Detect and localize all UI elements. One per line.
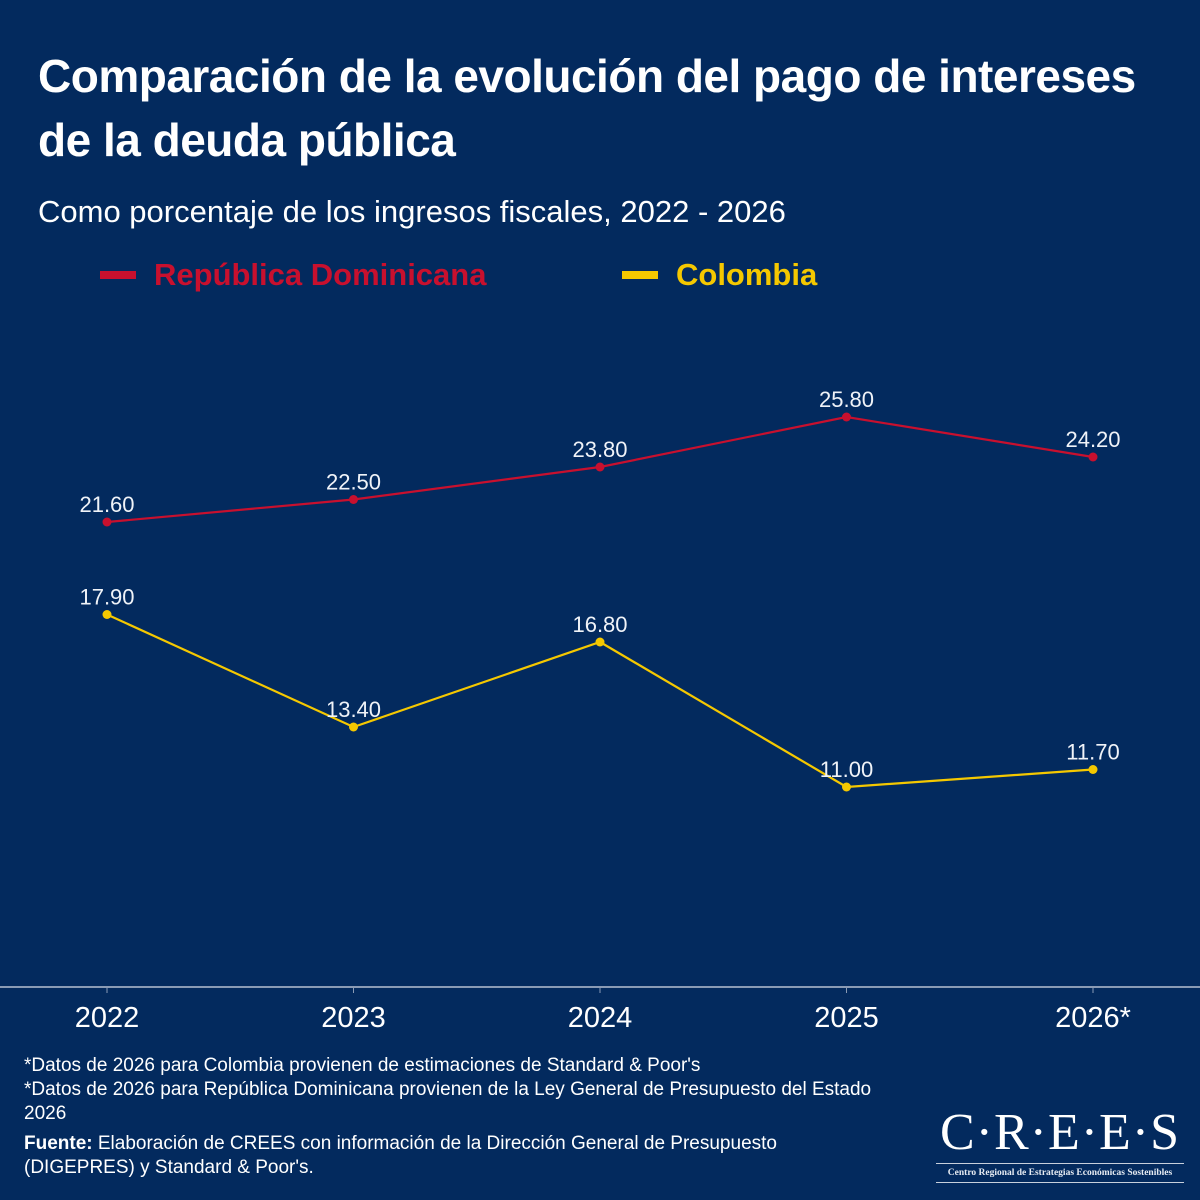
legend-swatch-colombia <box>622 270 658 279</box>
data-point-republica-dominicana <box>842 412 851 422</box>
x-tick-label: 2024 <box>568 1002 633 1034</box>
legend-swatch-republica-dominicana <box>100 270 136 279</box>
footnote: *Datos de 2026 para Colombia provienen d… <box>24 1055 701 1076</box>
legend-item-colombia: Colombia <box>622 255 817 295</box>
data-label-colombia: 16.80 <box>572 612 627 637</box>
data-point-colombia <box>595 637 605 647</box>
data-label-colombia: 11.00 <box>820 757 873 782</box>
logo-subtitle: Centro Regional de Estrategias Económica… <box>947 1168 1173 1178</box>
crees-logo: C·R·E·E·S Centro Regional de Estrategias… <box>930 1105 1190 1185</box>
chart-subtitle: Como porcentaje de los ingresos fiscales… <box>38 194 786 229</box>
data-point-republica-dominicana <box>595 462 605 472</box>
legend-label: Colombia <box>676 257 818 292</box>
legend-item-republica-dominicana: República Dominicana <box>100 255 486 295</box>
source-label: Fuente: <box>24 1133 93 1154</box>
source-note: Fuente: Elaboración de CREES con informa… <box>24 1132 884 1180</box>
data-label-colombia: 11.70 <box>1066 740 1119 765</box>
data-label-colombia: 17.90 <box>79 585 134 610</box>
logo-mark: C·R·E·E·S <box>939 1104 1181 1161</box>
data-label-republica-dominicana: 23.80 <box>572 437 627 462</box>
data-point-colombia <box>842 782 851 792</box>
x-tick-label: 2022 <box>75 1002 140 1034</box>
source-text: Elaboración de CREES con información de … <box>24 1133 777 1178</box>
footnotes: *Datos de 2026 para Colombia provienen d… <box>24 1054 884 1180</box>
data-point-republica-dominicana <box>349 495 358 504</box>
x-tick-label: 2026* <box>1055 1002 1131 1034</box>
x-tick-label: 2023 <box>321 1002 386 1034</box>
logo-divider <box>936 1182 1184 1183</box>
chart-title: Comparación de la evolución del pago de … <box>38 50 1136 166</box>
data-point-colombia <box>1088 765 1098 774</box>
legend-label: República Dominicana <box>154 257 487 292</box>
data-point-colombia <box>349 722 358 732</box>
footnote: *Datos de 2026 para República Dominicana… <box>24 1079 872 1124</box>
logo-divider <box>936 1163 1184 1164</box>
data-point-republica-dominicana <box>102 517 112 527</box>
data-point-colombia <box>102 610 112 619</box>
data-label-republica-dominicana: 22.50 <box>326 470 381 495</box>
data-label-republica-dominicana: 24.20 <box>1065 427 1120 452</box>
data-label-colombia: 13.40 <box>326 697 381 722</box>
data-label-republica-dominicana: 21.60 <box>79 492 134 517</box>
data-point-republica-dominicana <box>1088 452 1098 462</box>
x-tick-label: 2025 <box>814 1002 879 1034</box>
data-label-republica-dominicana: 25.80 <box>819 387 874 412</box>
